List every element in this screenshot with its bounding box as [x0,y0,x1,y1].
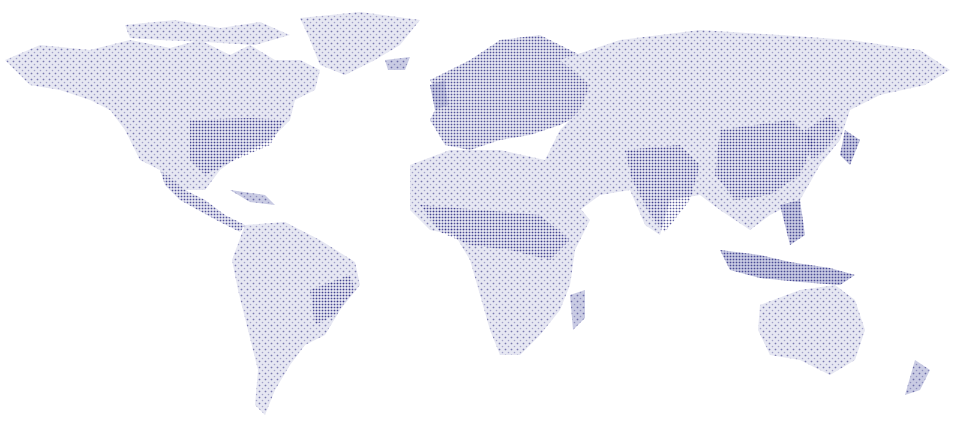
region-australia [758,285,865,375]
region-africa [410,150,590,355]
region-new-zealand [905,360,930,395]
region-south-america [232,222,360,415]
region-small-islands [385,57,860,165]
region-arctic-islands [125,20,290,45]
region-europe [430,35,600,150]
region-asia [545,30,950,235]
region-north-america [5,40,320,190]
region-greenland [300,12,420,75]
region-maritime-southeast-asia [720,200,855,285]
region-central-america [160,170,275,232]
